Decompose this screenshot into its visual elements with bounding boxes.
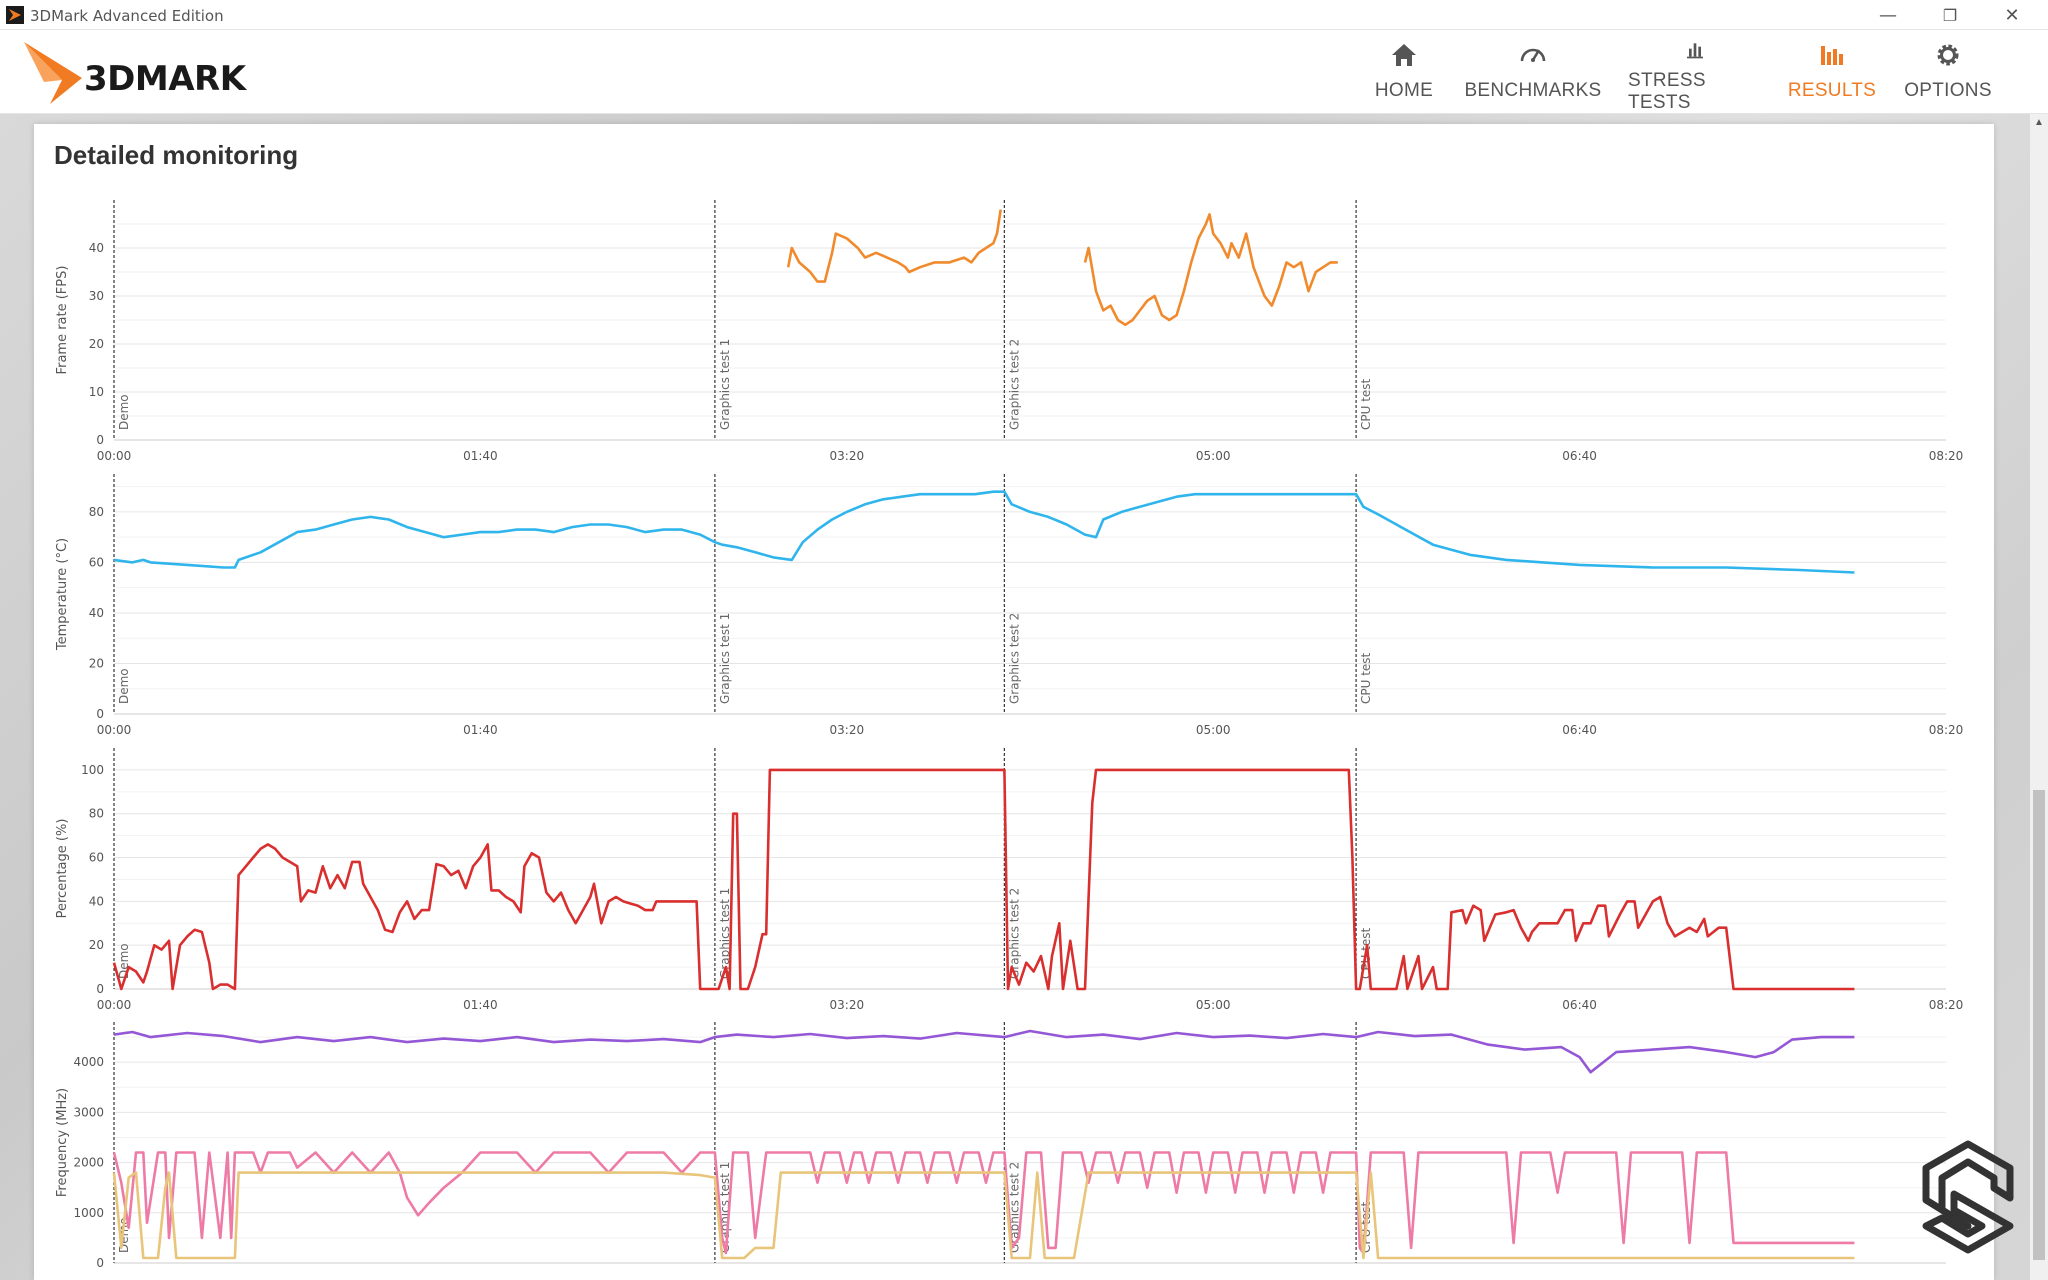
section-marker-label: Graphics test 2 (1007, 888, 1021, 979)
scrollbar-thumb[interactable] (2033, 790, 2045, 1260)
y-tick-label: 0 (96, 707, 104, 721)
nav-home-label: HOME (1374, 80, 1434, 101)
series-line-fps (1083, 213, 1338, 327)
x-tick-label: 00:00 (97, 998, 132, 1012)
series-line-freq_mem (112, 1171, 1855, 1260)
nav-options[interactable]: OPTIONS (1898, 30, 1998, 114)
y-tick-label: 20 (89, 938, 104, 952)
gear-icon (1937, 44, 1959, 66)
nav-stress-tests[interactable]: STRESS TESTS (1628, 30, 1762, 114)
close-button[interactable]: ✕ (2004, 4, 2020, 26)
x-tick-label: 08:20 (1929, 449, 1964, 463)
y-tick-label: 1000 (73, 1206, 104, 1220)
y-tick-label: 3000 (73, 1105, 104, 1119)
nav-benchmarks[interactable]: BENCHMARKS (1462, 30, 1604, 114)
y-tick-label: 20 (89, 656, 104, 670)
y-tick-label: 4000 (73, 1055, 104, 1069)
section-marker-label: CPU test (1359, 652, 1373, 704)
section-marker-label: Demo (117, 394, 131, 430)
y-axis-title: Frequency (MHz) (55, 1088, 70, 1197)
y-tick-label: 80 (89, 807, 104, 821)
x-tick-label: 08:20 (1929, 723, 1964, 737)
section-marker-label: Demo (117, 668, 131, 704)
window-title: 3DMark Advanced Edition (30, 7, 224, 25)
x-tick-label: 03:20 (830, 723, 865, 737)
section-marker-label: Graphics test 2 (1007, 613, 1021, 704)
y-tick-label: 20 (89, 337, 104, 351)
x-tick-label: 01:40 (463, 998, 498, 1012)
window-titlebar: 3DMark Advanced Edition — ❐ ✕ (0, 0, 2048, 30)
y-tick-label: 80 (89, 505, 104, 519)
x-tick-label: 06:40 (1562, 723, 1597, 737)
y-axis-title: Temperature (°C) (55, 538, 70, 651)
x-tick-label: 06:40 (1562, 998, 1597, 1012)
y-tick-label: 40 (89, 606, 104, 620)
x-tick-label: 05:00 (1196, 723, 1231, 737)
x-tick-label: 06:40 (1562, 449, 1597, 463)
section-marker-label: CPU test (1359, 378, 1373, 430)
3dmark-logo[interactable]: 3DMARK (22, 38, 302, 108)
y-tick-label: 30 (89, 289, 104, 303)
series-line-percentage (112, 768, 1855, 991)
y-tick-label: 0 (96, 1256, 104, 1270)
panel-title: Detailed monitoring (54, 140, 299, 170)
minimize-button[interactable]: — (1879, 4, 1897, 26)
x-tick-label: 03:20 (830, 449, 865, 463)
app-header: 3DMARK HOME BENCHMARKS STRESS TESTS RESU… (0, 30, 2048, 114)
section-marker-label: Demo (117, 943, 131, 979)
nav-stress-tests-label: STRESS TESTS (1628, 70, 1706, 113)
x-tick-label: 01:40 (463, 723, 498, 737)
x-tick-label: 05:00 (1196, 998, 1231, 1012)
nav-options-label: OPTIONS (1904, 80, 1992, 101)
x-tick-label: 08:20 (1929, 998, 1964, 1012)
nav-home[interactable]: HOME (1354, 30, 1454, 114)
y-tick-label: 10 (89, 385, 104, 399)
home-icon (1392, 44, 1416, 66)
section-marker-label: Graphics test 2 (1007, 339, 1021, 430)
x-tick-label: 01:40 (463, 449, 498, 463)
y-tick-label: 60 (89, 851, 104, 865)
y-tick-label: 2000 (73, 1156, 104, 1170)
nav-results[interactable]: RESULTS (1782, 30, 1882, 114)
series-line-freq_cpu (113, 1029, 1855, 1074)
y-axis-title: Frame rate (FPS) (55, 266, 70, 375)
y-tick-label: 0 (96, 433, 104, 447)
series-line-temperature (113, 490, 1855, 574)
brand-text: 3DMARK (84, 59, 248, 99)
watermark-logo (1922, 1140, 2014, 1254)
x-tick-label: 00:00 (97, 723, 132, 737)
x-tick-label: 00:00 (97, 449, 132, 463)
vertical-scrollbar[interactable]: ▲ (2030, 114, 2048, 1280)
gauge-icon (1520, 48, 1546, 62)
y-tick-label: 60 (89, 555, 104, 569)
y-tick-label: 40 (89, 894, 104, 908)
x-tick-label: 03:20 (830, 998, 865, 1012)
nav-results-label: RESULTS (1787, 80, 1877, 101)
app-icon (6, 6, 24, 24)
section-marker-label: Graphics test 1 (718, 888, 732, 979)
y-tick-label: 100 (81, 763, 104, 777)
scroll-up-arrow-icon[interactable]: ▲ (2034, 117, 2044, 128)
series-line-fps (786, 209, 1002, 283)
nav-benchmarks-label: BENCHMARKS (1464, 80, 1602, 101)
results-chart-icon (1821, 46, 1843, 65)
section-marker-label: Graphics test 1 (718, 339, 732, 430)
restore-button[interactable]: ❐ (1942, 5, 1958, 25)
bar-chart-icon (1687, 43, 1703, 59)
y-axis-title: Percentage (%) (55, 819, 70, 919)
y-tick-label: 0 (96, 982, 104, 996)
y-tick-label: 40 (89, 241, 104, 255)
section-marker-label: Graphics test 1 (718, 613, 732, 704)
x-tick-label: 05:00 (1196, 449, 1231, 463)
